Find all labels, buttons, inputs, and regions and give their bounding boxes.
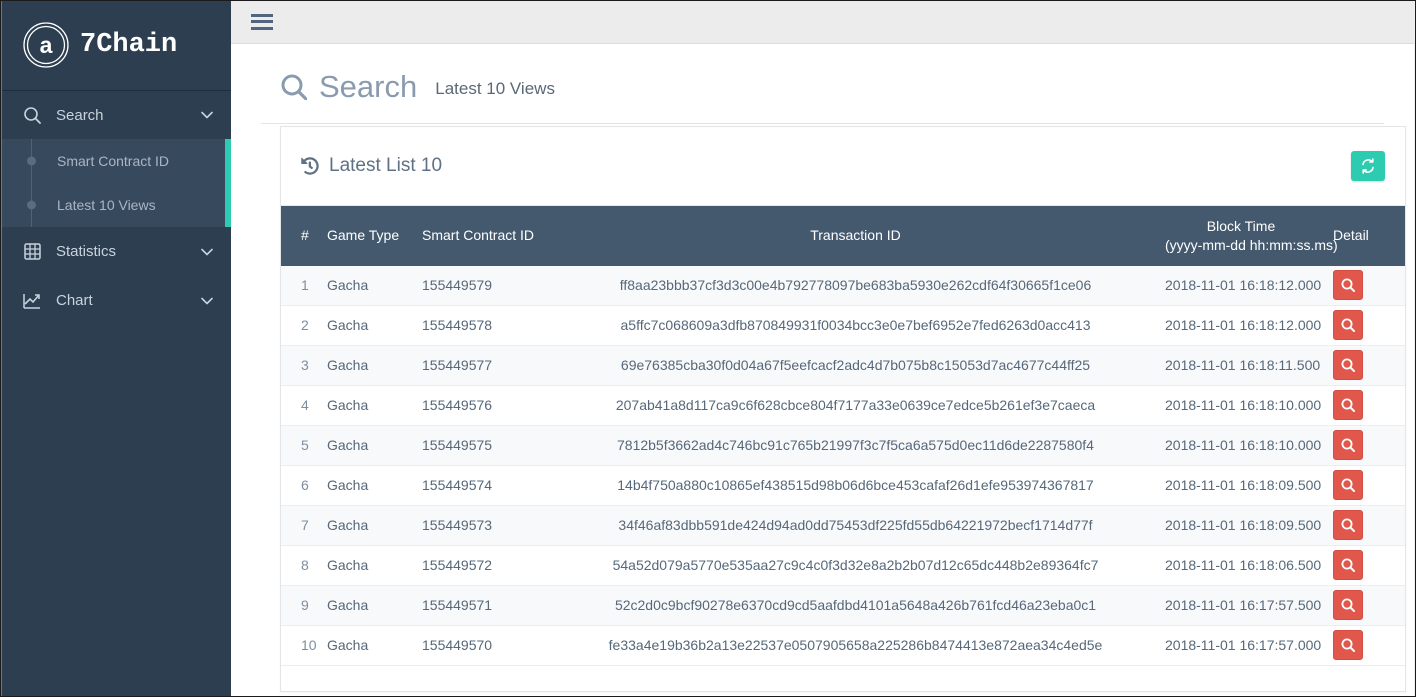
svg-text:a: a — [40, 32, 53, 58]
